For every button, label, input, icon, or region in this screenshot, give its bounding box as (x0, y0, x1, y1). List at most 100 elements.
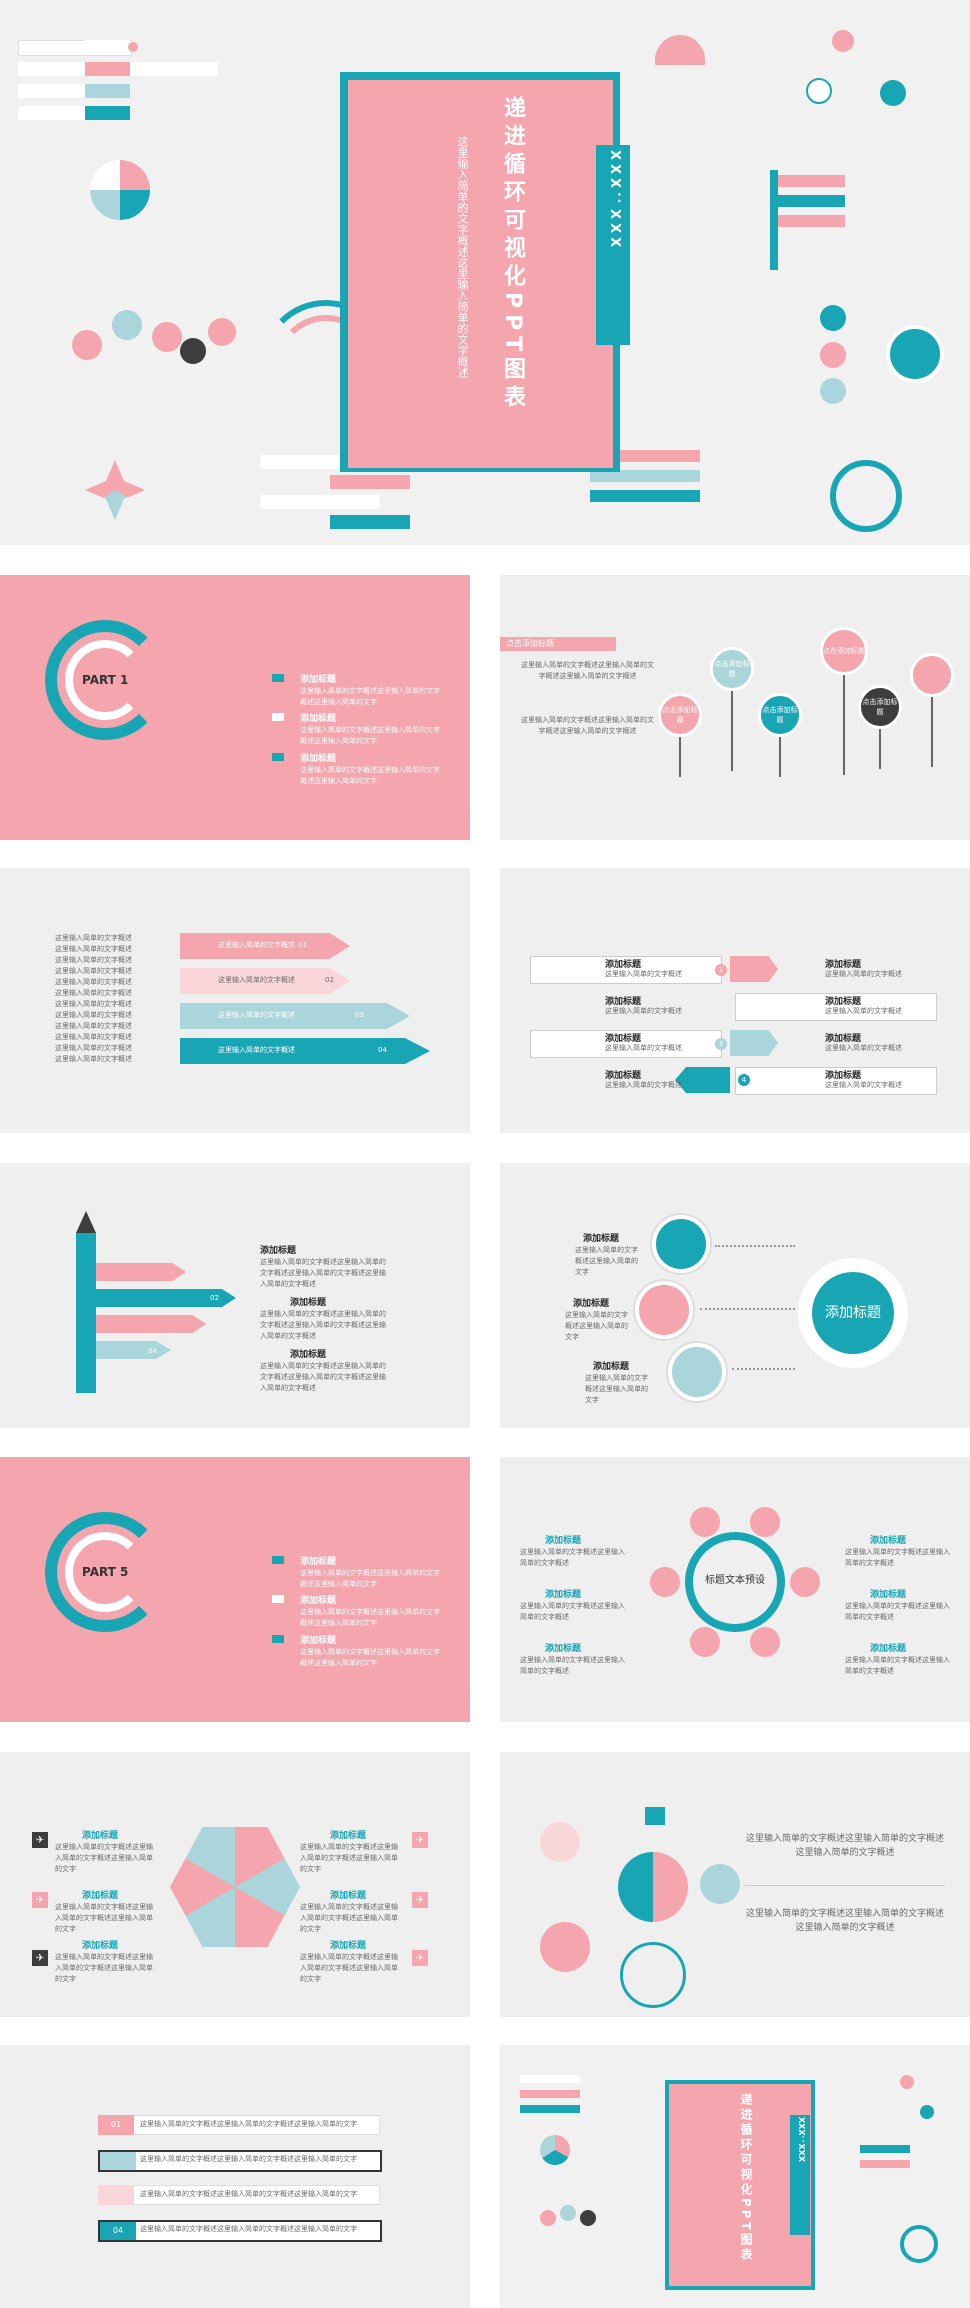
row-tag (730, 1030, 778, 1056)
mini-xxx: XXX：XXX (797, 2117, 806, 2163)
arrow-num: 03 (355, 1011, 364, 1019)
wheel-center: 标题文本预设 (705, 1575, 765, 1586)
stem (679, 737, 681, 777)
wheel-title: 添加标题 (545, 1590, 582, 1600)
row-num: 3 (715, 1038, 727, 1050)
list-num (100, 2152, 136, 2170)
header-tag: 点击添加标题 (500, 637, 616, 651)
item-desc: 这里输入简单的文字概述这里输入简单的文字概述这里输入简单的文字 (300, 766, 440, 785)
list-line: 这里输入简单的文字概述 (55, 1044, 132, 1052)
bubble: 点击添加标题 (858, 685, 902, 729)
circle-title: 添加标题 (583, 1234, 620, 1244)
row-desc: 这里输入简单的文字概述 (825, 1081, 902, 1089)
hex-title: 添加标题 (82, 1941, 119, 1951)
globe-para: 这里输入简单的文字概述这里输入简单的文字概述这里输入简单的文字概述 (745, 1909, 944, 1933)
list-line: 这里输入简单的文字概述 (55, 978, 132, 986)
hex-desc: 这里输入简单的文字概述这里输入简单的文字概述这里输入简单的文字 (300, 1953, 398, 1983)
collage-bar (85, 62, 130, 76)
collage-dot (806, 78, 832, 104)
wheel-title: 添加标题 (870, 1536, 907, 1546)
list-line: 这里输入简单的文字概述 (55, 1011, 132, 1019)
bubble: 点击添加标题 (820, 627, 868, 675)
wheel-node (750, 1507, 780, 1537)
row-title: 添加标题 (605, 960, 642, 970)
plane-icon: ✈ (32, 1832, 48, 1848)
plane-icon: ✈ (412, 1892, 428, 1908)
collage-bar (775, 195, 845, 207)
collage-bar (590, 490, 700, 502)
para: 这里输入简单的文字概述这里输入简单的文字概述这里输入简单的文字概述 (521, 716, 654, 735)
row-tag (675, 1067, 730, 1093)
bubble: 点击添加标题 (710, 647, 754, 691)
wheel-desc: 这里输入简单的文字概述这里输入简单的文字概述 (845, 1602, 950, 1621)
item-desc: 这里输入简单的文字概述这里输入简单的文字概述这里输入简单的文字 (300, 1569, 440, 1588)
collage-dot (128, 42, 138, 52)
mini-cover-slide: 递进循环可视化PPT图表 XXX：XXX (500, 2045, 970, 2308)
hex-title: 添加标题 (330, 1941, 367, 1951)
row-title: 添加标题 (605, 997, 642, 1007)
pencil-desc: 这里输入简单的文字概述这里输入简单的文字概述这里输入简单的文字概述这里输入简单的… (260, 1258, 386, 1288)
row-card (530, 956, 722, 984)
circle-title: 添加标题 (593, 1362, 630, 1372)
collage-wheel (830, 460, 902, 532)
list-row (98, 2150, 382, 2172)
stem (931, 697, 933, 767)
row-num: 1 (715, 964, 727, 976)
wheel-node (750, 1627, 780, 1657)
arrow-num: 04 (378, 1046, 387, 1054)
circle-desc: 这里输入简单的文字概述这里输入简单的文字 (585, 1374, 648, 1404)
collage-bar (260, 495, 380, 509)
flag (645, 1807, 665, 1825)
arrow-text: 这里输入简单的文字概述 (218, 976, 295, 984)
item-marker (272, 1635, 284, 1643)
row-title: 添加标题 (605, 1071, 642, 1081)
collage-dot (820, 378, 846, 404)
arrow-num: 01 (298, 941, 307, 949)
cover-card (348, 80, 613, 468)
wheel-title: 添加标题 (545, 1536, 582, 1546)
bubble: 点击添加标题 (658, 693, 702, 737)
row-desc: 这里输入简单的文字概述 (605, 1044, 682, 1052)
wheel-ring (685, 1532, 785, 1632)
pencil-arrow (96, 1263, 186, 1281)
arrow-bar (180, 968, 350, 994)
row-desc: 这里输入简单的文字概述 (605, 1007, 682, 1015)
item-marker (272, 1556, 284, 1564)
cover-xxx: XXX：XXX (607, 150, 622, 252)
list-slide: 01 这里输入简单的文字概述这里输入简单的文字概述这里输入简单的文字 这里输入简… (0, 2045, 470, 2308)
wheel-desc: 这里输入简单的文字概述这里输入简单的文字概述 (520, 1548, 625, 1567)
wheel-title: 添加标题 (545, 1644, 582, 1654)
row-desc: 这里输入简单的文字概述 (605, 970, 682, 978)
arrows-slide: 这里输入简单的文字概述 这里输入简单的文字概述 这里输入简单的文字概述 这里输入… (0, 868, 470, 1133)
hex-desc: 这里输入简单的文字概述这里输入简单的文字概述这里输入简单的文字 (55, 1843, 153, 1873)
globe-para: 这里输入简单的文字概述这里输入简单的文字概述这里输入简单的文字概述 (745, 1834, 944, 1858)
row-title: 添加标题 (825, 1034, 862, 1044)
pencil-desc: 这里输入简单的文字概述这里输入简单的文字概述这里输入简单的文字概述这里输入简单的… (260, 1362, 386, 1392)
cover-title: 递进循环可视化PPT图表 (500, 96, 525, 414)
divider (745, 1885, 945, 1886)
hex-title: 添加标题 (82, 1891, 119, 1901)
hexagon-slide: ✈ ✈ ✈ ✈ ✈ ✈ 添加标题 这里输入简单的文字概述这里输入简单的文字概述这… (0, 1752, 470, 2017)
plane-icon: ✈ (32, 1950, 48, 1966)
dotted-line (700, 1308, 795, 1310)
item-title: 添加标题 (300, 675, 337, 685)
circle-icon (635, 1281, 693, 1339)
collage-bubble (152, 322, 182, 352)
list-line: 这里输入简单的文字概述 (55, 1033, 132, 1041)
cover-slide: 递进循环可视化PPT图表 这里输入简单的文字概述这里输入简单的文字概述 XXX：… (0, 0, 970, 545)
collage-bar (775, 215, 845, 227)
list-line: 这里输入简单的文字概述 (55, 1055, 132, 1063)
stem (843, 675, 845, 775)
list-line: 这里输入简单的文字概述 (55, 945, 132, 953)
globe-node (620, 1942, 686, 2008)
pencil-arrow (96, 1341, 171, 1359)
collage-circle (886, 325, 944, 383)
collage-umbrella (655, 35, 705, 65)
left-list: 这里输入简单的文字概述 这里输入简单的文字概述 这里输入简单的文字概述 这里输入… (55, 933, 145, 1065)
pencil-slide: 02 04 添加标题 这里输入简单的文字概述这里输入简单的文字概述这里输入简单的… (0, 1163, 470, 1428)
row-title: 添加标题 (825, 1071, 862, 1081)
collage-bar (775, 175, 845, 187)
wheel-title: 添加标题 (870, 1590, 907, 1600)
collage-bar (85, 106, 130, 120)
list-line: 这里输入简单的文字概述 (55, 967, 132, 975)
